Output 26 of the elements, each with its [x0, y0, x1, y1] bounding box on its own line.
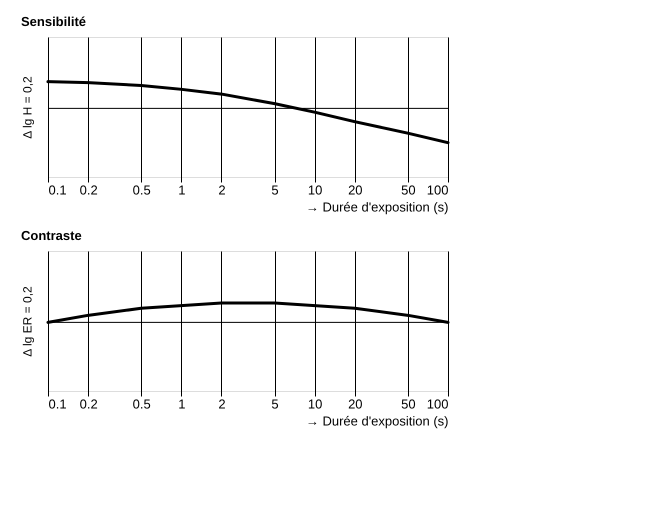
x-tick-label: 0.2	[80, 396, 98, 412]
x-tick-label: 10	[308, 396, 322, 412]
x-tick-label: 1	[178, 182, 186, 198]
x-tick-label: 5	[271, 182, 279, 198]
x-tick-label: 50	[401, 182, 416, 198]
x-tick-label: 0.1	[48, 182, 67, 198]
x-tick-label: 0.5	[132, 182, 151, 198]
x-tick-label: 0.5	[132, 396, 151, 412]
x-tick-label: 0.1	[48, 396, 67, 412]
x-tick-label: 1	[178, 396, 186, 412]
x-tick-label: 2	[218, 396, 226, 412]
x-axis-title: → Durée d'exposition (s)	[306, 200, 448, 214]
y-axis-title: Δ lg ER = 0,2	[20, 286, 34, 357]
x-tick-label: 5	[271, 396, 279, 412]
x-tick-label: 100	[426, 396, 448, 412]
chart-title: Sensibilité	[21, 14, 86, 29]
y-axis-title: Δ lg H = 0,2	[20, 76, 34, 139]
x-tick-label: 100	[426, 182, 448, 198]
x-tick-label: 20	[348, 396, 363, 412]
x-tick-label: 50	[401, 396, 416, 412]
x-tick-label: 20	[348, 182, 363, 198]
chart-title: Contraste	[21, 228, 82, 243]
x-tick-label: 0.2	[80, 182, 98, 198]
x-tick-label: 2	[218, 182, 226, 198]
x-axis-title: → Durée d'exposition (s)	[306, 414, 448, 428]
x-tick-label: 10	[308, 182, 322, 198]
